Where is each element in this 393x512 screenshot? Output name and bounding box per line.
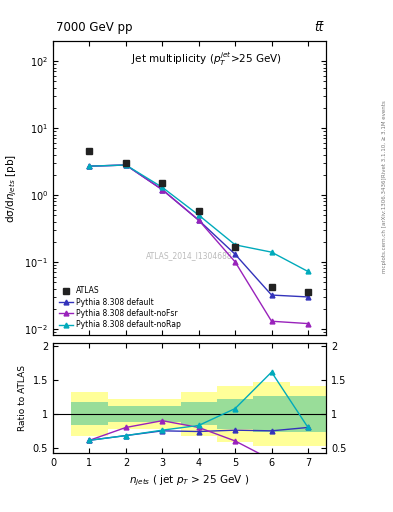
Bar <box>71 392 108 436</box>
Bar <box>144 406 180 422</box>
X-axis label: $n_{jets}$ ( jet $p_T$ > 25 GeV ): $n_{jets}$ ( jet $p_T$ > 25 GeV ) <box>129 474 250 488</box>
Bar <box>217 386 253 442</box>
Bar <box>108 406 144 422</box>
Y-axis label: Ratio to ATLAS: Ratio to ATLAS <box>18 365 27 431</box>
Bar <box>290 396 326 432</box>
Bar <box>253 396 290 432</box>
Text: 7000 GeV pp: 7000 GeV pp <box>56 20 132 34</box>
Bar <box>144 399 180 429</box>
Y-axis label: dσ/d$n_{jets}$ [pb]: dσ/d$n_{jets}$ [pb] <box>4 154 19 223</box>
Bar <box>217 399 253 429</box>
Bar <box>108 399 144 429</box>
Bar <box>290 386 326 445</box>
Text: mcplots.cern.ch [arXiv:1306.3436]: mcplots.cern.ch [arXiv:1306.3436] <box>382 178 387 273</box>
Legend: ATLAS, Pythia 8.308 default, Pythia 8.308 default-noFsr, Pythia 8.308 default-no: ATLAS, Pythia 8.308 default, Pythia 8.30… <box>57 284 183 332</box>
Bar <box>180 392 217 436</box>
Bar <box>180 402 217 425</box>
Text: Jet multiplicity ($p_T^{jet}$>25 GeV): Jet multiplicity ($p_T^{jet}$>25 GeV) <box>130 50 281 68</box>
Text: tt̅: tt̅ <box>314 20 323 34</box>
Bar <box>253 382 290 445</box>
Text: ATLAS_2014_I1304688: ATLAS_2014_I1304688 <box>146 251 233 261</box>
Bar <box>71 402 108 425</box>
Text: Rivet 3.1.10, ≥ 3.1M events: Rivet 3.1.10, ≥ 3.1M events <box>382 100 387 177</box>
